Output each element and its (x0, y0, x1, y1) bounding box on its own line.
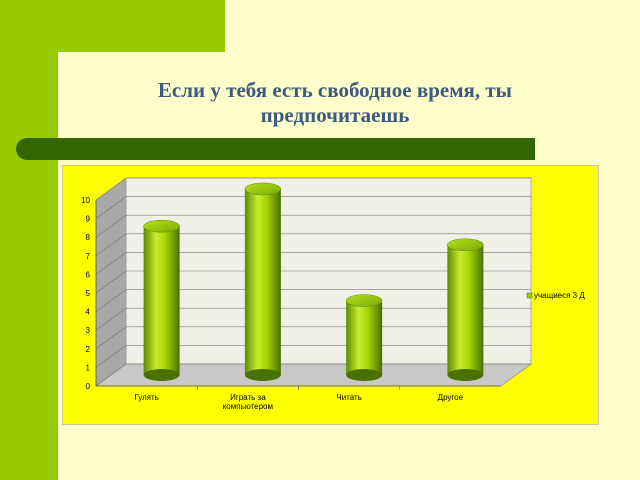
x-category-label: Гулять (134, 393, 158, 402)
bar (244, 182, 282, 381)
divider-bar-end (520, 138, 535, 160)
gridline-side (95, 326, 127, 350)
bar-top (244, 182, 282, 196)
gridline-side (95, 345, 127, 368)
y-tick-label: 0 (86, 382, 91, 391)
bar-top (345, 294, 383, 307)
x-category-label: Другое (438, 393, 464, 402)
gridline-side (95, 289, 127, 312)
divider-bar (16, 138, 535, 160)
y-tick-label: 5 (86, 289, 91, 298)
slide-title: Если у тебя есть свободное время, ты пре… (157, 78, 513, 127)
y-tick-label: 10 (81, 196, 90, 205)
y-tick-label: 4 (86, 308, 91, 317)
bar-base (143, 369, 180, 381)
bar (143, 219, 180, 381)
bar-base (447, 369, 484, 381)
gridline-side (95, 270, 127, 294)
y-tick-label: 6 (86, 270, 91, 279)
bar-body (244, 189, 281, 375)
gridline-side (95, 363, 127, 387)
legend-label: учащиеся 3 Д (534, 291, 585, 300)
y-tick-label: 8 (86, 233, 91, 242)
bar-base (346, 369, 383, 381)
x-category-label: Играть за компьютером (223, 393, 273, 411)
bar-chart: 0 1 2 3 4 5 6 7 8 9 10 Гулять Играть за компьютером Ч… (81, 177, 585, 411)
bar-body (346, 300, 383, 375)
gridline-side (95, 214, 127, 238)
bar-body (143, 226, 180, 375)
gridline-side (95, 252, 127, 275)
y-tick-label: 1 (86, 363, 91, 372)
decor-green-band-top (0, 0, 225, 52)
bar-base (244, 369, 281, 381)
bar-top (143, 219, 180, 233)
chart-panel: 0 1 2 3 4 5 6 7 8 9 10 Гулять Играть за компьютером Ч… (62, 165, 599, 425)
y-tick-label: 9 (86, 215, 91, 224)
gridline-side (95, 196, 127, 219)
y-tick-label: 3 (86, 326, 91, 335)
gridline-side (95, 177, 127, 201)
gridline-side (95, 233, 127, 257)
y-tick-label: 2 (86, 345, 91, 354)
bar (345, 294, 383, 381)
y-tick-label: 7 (86, 252, 91, 261)
bar-top (447, 238, 484, 252)
bar-body (447, 244, 484, 375)
legend-swatch (526, 292, 533, 299)
bar (447, 238, 484, 381)
x-category-label: Читать (336, 393, 361, 402)
gridline-side (95, 307, 127, 331)
decor-green-band-left (0, 0, 58, 480)
